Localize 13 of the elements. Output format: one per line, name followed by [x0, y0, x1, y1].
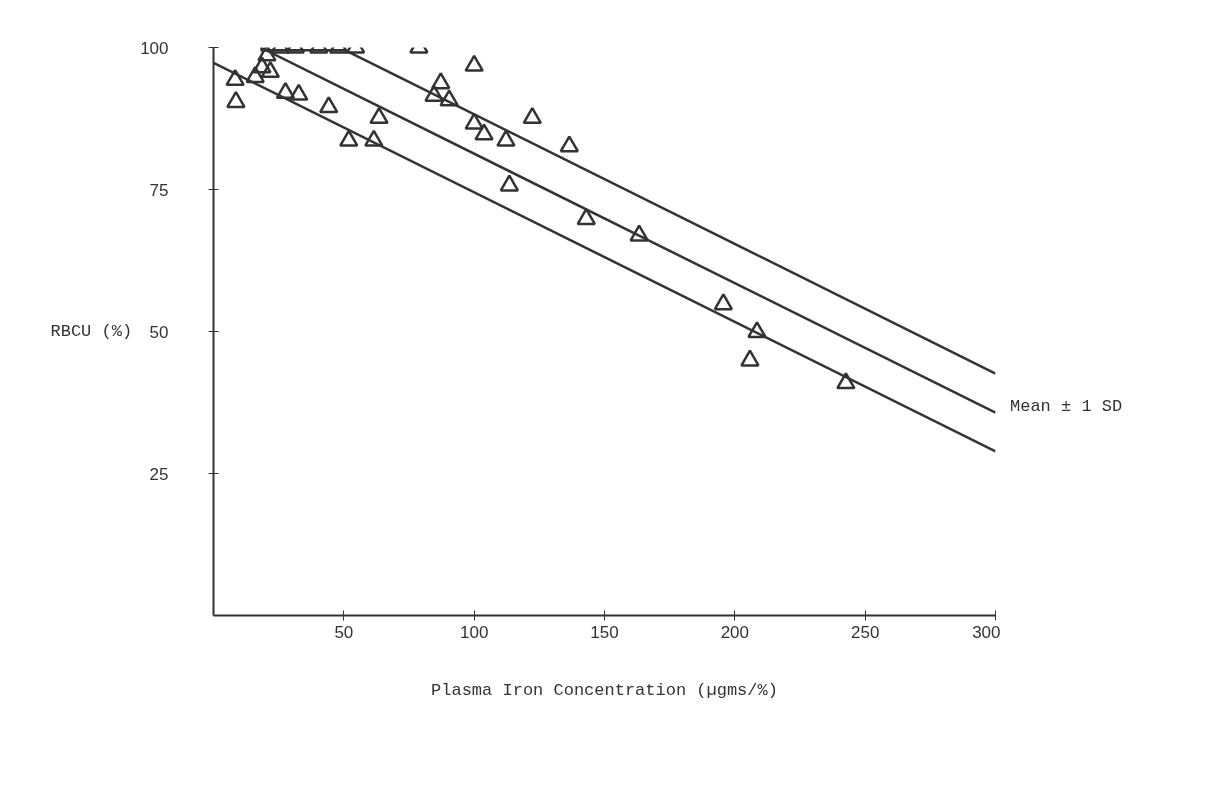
- x-axis-title: Plasma Iron Concentration (µgms/%): [431, 680, 778, 700]
- y-axis-title: RBCU (%): [50, 322, 133, 341]
- x-tick-label: 250: [850, 622, 880, 642]
- y-tick-label: 50: [149, 322, 169, 342]
- y-tick-label: 75: [149, 180, 169, 200]
- x-tick-label: 50: [334, 622, 354, 642]
- x-tick-label: 200: [720, 622, 750, 642]
- y-tick-label: 25: [149, 464, 169, 484]
- text: Mean ± 1 SD: [1010, 396, 1123, 418]
- y-tick-label: 100: [140, 38, 169, 58]
- x-tick-label: 150: [590, 622, 619, 642]
- x-tick-label: 300: [972, 622, 1001, 642]
- x-tick-label: 100: [459, 622, 489, 642]
